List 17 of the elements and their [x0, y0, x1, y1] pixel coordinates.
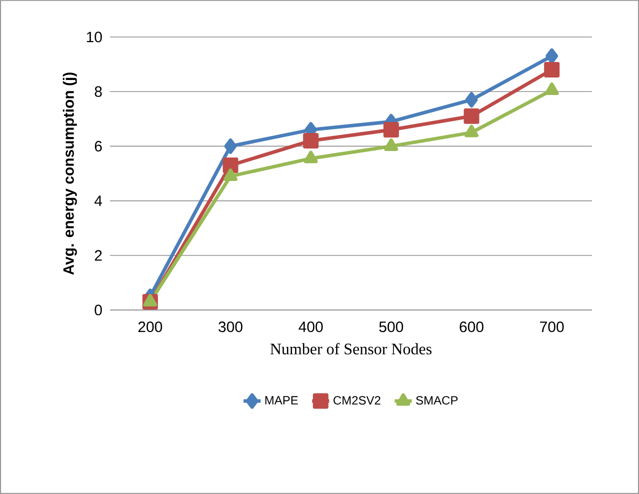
y-tick-label: 0: [94, 304, 102, 316]
y-tick-label: 8: [94, 86, 102, 97]
x-tick-label: 500: [379, 322, 404, 332]
x-tick-label: 600: [460, 322, 484, 332]
legend-label: CM2SV2: [334, 396, 380, 405]
y-tick-label: 4: [94, 196, 102, 206]
legend-label: MAPE: [265, 396, 298, 404]
x-tick-label: 700: [540, 322, 564, 332]
x-tick-label: 300: [218, 322, 242, 332]
x-tick-label: 400: [298, 322, 323, 332]
x-axis-title: Number of Sensor Nodes: [270, 343, 432, 354]
y-tick-label: 6: [94, 140, 102, 152]
y-tick-label: 2: [94, 250, 102, 261]
y-tick-label: 10: [86, 32, 102, 42]
y-axis-title: Avg. energy consumption (j): [62, 72, 77, 275]
legend-label: SMACP: [416, 396, 458, 405]
x-tick-label: 200: [138, 322, 162, 332]
